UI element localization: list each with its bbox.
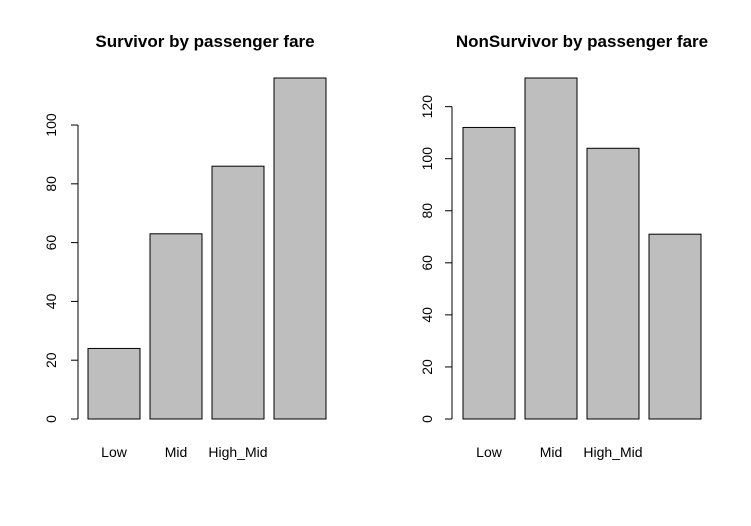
chart-title: NonSurvivor by passenger fare <box>456 32 708 51</box>
category-label: High_Mid <box>583 444 642 460</box>
category-label: High_Mid <box>208 444 267 460</box>
y-tick-label: 60 <box>419 255 435 271</box>
category-label: Low <box>101 444 128 460</box>
y-tick-label: 40 <box>43 293 59 309</box>
bar-0 <box>462 126 516 420</box>
bar-3 <box>648 233 702 420</box>
bar-1 <box>149 233 203 420</box>
y-tick-label: 0 <box>419 415 435 423</box>
bar-3 <box>273 77 327 420</box>
y-tick-label: 100 <box>419 147 435 171</box>
y-tick-label: 100 <box>43 113 59 137</box>
category-label: Mid <box>540 444 563 460</box>
bar-1 <box>524 77 578 420</box>
y-tick-label: 80 <box>419 203 435 219</box>
chart-title: Survivor by passenger fare <box>95 32 314 51</box>
chart-nonsurvivor: NonSurvivor by passenger fare Low Mid High… <box>419 32 708 460</box>
y-tick-label: 80 <box>43 176 59 192</box>
y-tick-label: 20 <box>419 359 435 375</box>
bar-0 <box>87 347 141 420</box>
category-label: Low <box>476 444 503 460</box>
bar-2 <box>211 165 265 420</box>
y-tick-label: 40 <box>419 307 435 323</box>
y-tick-label: 20 <box>43 352 59 368</box>
category-label: Mid <box>165 444 188 460</box>
y-tick-label: 0 <box>43 415 59 423</box>
chart-survivor: Survivor by passenger fare Low Mid High_Mi… <box>43 32 327 460</box>
y-tick-label: 60 <box>43 235 59 251</box>
y-tick-label: 120 <box>419 95 435 119</box>
bar-2 <box>586 147 640 420</box>
